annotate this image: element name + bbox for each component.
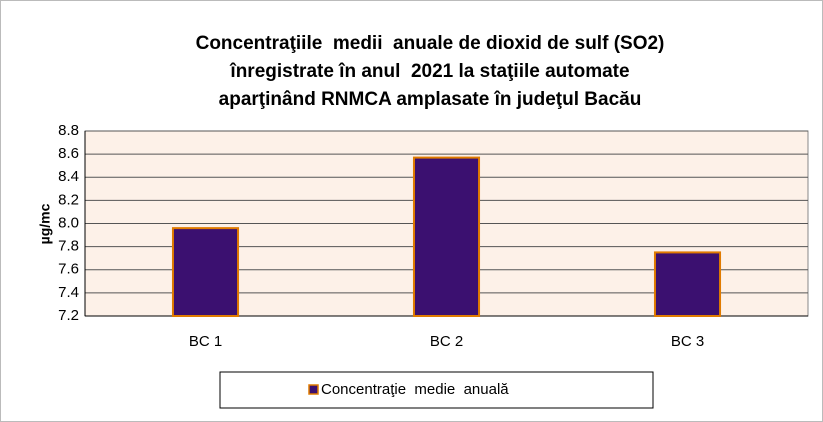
y-tick-label: 8.2 bbox=[58, 191, 79, 208]
y-axis-label: µg/mc bbox=[37, 203, 53, 244]
x-tick-label: BC 1 bbox=[189, 333, 222, 350]
y-tick-label: 8.0 bbox=[58, 214, 79, 231]
chart-title: aparţinând RNMCA amplasate în judeţul Ba… bbox=[219, 89, 642, 110]
legend-marker bbox=[308, 384, 319, 395]
y-tick-label: 7.4 bbox=[58, 284, 79, 301]
y-tick-label: 8.8 bbox=[58, 122, 79, 139]
legend-box bbox=[219, 371, 654, 409]
chart-title: înregistrate în anul 2021 la staţiile au… bbox=[229, 61, 629, 82]
legend-label: Concentraţie medie anuală bbox=[321, 381, 509, 398]
x-tick-label: BC 2 bbox=[430, 333, 463, 350]
y-tick-label: 7.2 bbox=[58, 307, 79, 324]
y-tick-label: 7.6 bbox=[58, 261, 79, 278]
chart-title: Concentraţiile medii anuale de dioxid de… bbox=[196, 33, 665, 54]
bar bbox=[653, 251, 722, 317]
bar bbox=[412, 156, 481, 317]
y-tick-label: 8.4 bbox=[58, 168, 79, 185]
bar bbox=[171, 227, 240, 317]
x-tick-label: BC 3 bbox=[671, 333, 704, 350]
y-tick-label: 8.6 bbox=[58, 145, 79, 162]
y-tick-label: 7.8 bbox=[58, 238, 79, 255]
